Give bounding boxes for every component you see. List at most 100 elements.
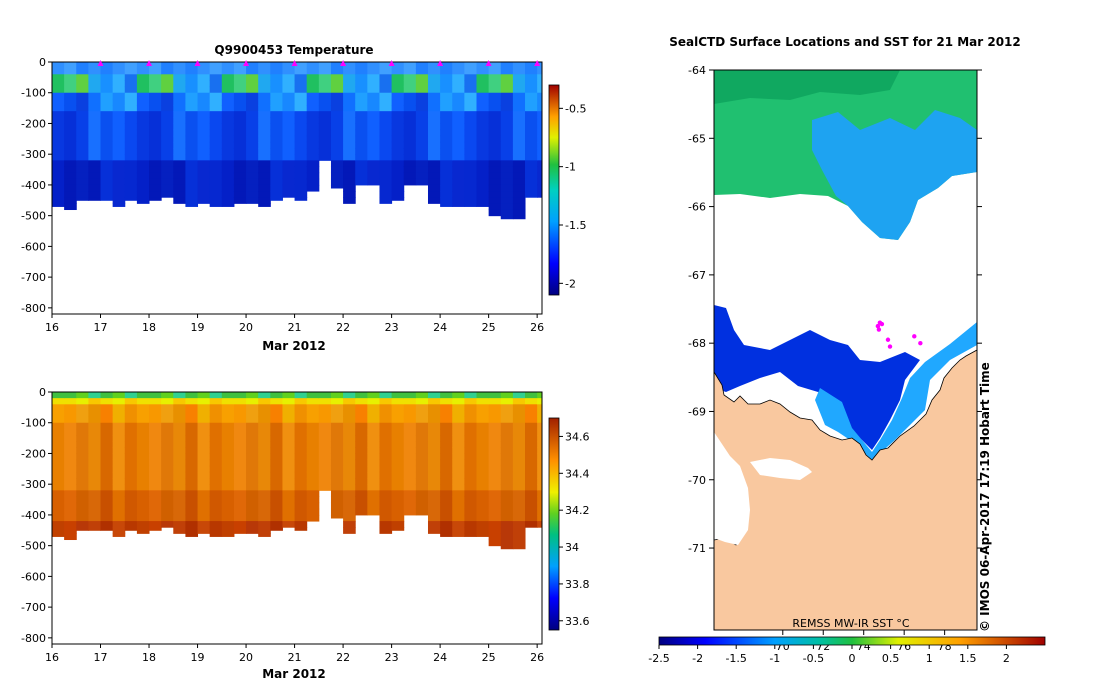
profile-cell bbox=[282, 74, 296, 81]
profile-cell bbox=[233, 80, 247, 88]
profile-cell bbox=[149, 392, 162, 399]
profile-cell bbox=[233, 508, 247, 516]
profile-cell bbox=[173, 484, 186, 491]
profile-cell bbox=[476, 392, 490, 399]
profile-cell bbox=[270, 447, 283, 454]
profile-cell bbox=[52, 428, 65, 436]
profile-cell bbox=[270, 166, 283, 174]
profile-cell bbox=[64, 68, 77, 75]
profile-cell bbox=[136, 416, 150, 424]
profile-cell bbox=[367, 416, 380, 424]
profile-cell bbox=[64, 197, 77, 204]
profile-cell bbox=[318, 111, 332, 118]
sst-colorbar-tick-label: 1.5 bbox=[959, 652, 977, 665]
profile-cell bbox=[452, 496, 465, 504]
profile-cell bbox=[330, 154, 344, 161]
profile-cell bbox=[112, 141, 126, 149]
profile-cell bbox=[64, 111, 77, 118]
profile-cell bbox=[476, 422, 490, 430]
seal-location-point bbox=[885, 337, 891, 342]
profile-cell bbox=[440, 191, 453, 198]
profile-cell bbox=[294, 123, 308, 131]
profile-cell bbox=[185, 527, 199, 534]
x-tick-label: 25 bbox=[482, 651, 496, 664]
profile-cell bbox=[440, 508, 453, 516]
profile-cell bbox=[379, 428, 393, 436]
profile-cell bbox=[221, 68, 235, 75]
profile-cell bbox=[136, 447, 150, 454]
profile-cell bbox=[246, 178, 259, 186]
profile-cell bbox=[403, 496, 417, 504]
profile-cell bbox=[270, 68, 283, 75]
profile-cell bbox=[258, 471, 271, 479]
profile-cell bbox=[488, 166, 502, 174]
profile-cell bbox=[367, 490, 380, 497]
profile-cell bbox=[52, 416, 65, 424]
profile-cell bbox=[294, 141, 308, 149]
profile-cell bbox=[258, 172, 271, 180]
profile-cell bbox=[476, 154, 490, 161]
profile-cell bbox=[330, 184, 344, 189]
profile-cell bbox=[221, 160, 235, 167]
profile-cell bbox=[476, 123, 490, 131]
profile-cell bbox=[64, 410, 77, 418]
profile-cell bbox=[464, 416, 478, 424]
profile-cell bbox=[270, 117, 283, 124]
profile-cell bbox=[427, 166, 441, 174]
profile-cell bbox=[343, 398, 356, 405]
profile-cell bbox=[64, 533, 77, 541]
profile-cell bbox=[100, 521, 114, 528]
profile-cell bbox=[525, 160, 538, 167]
profile-cell bbox=[136, 398, 150, 405]
profile-cell bbox=[149, 404, 162, 411]
profile-cell bbox=[161, 428, 174, 436]
profile-cell bbox=[391, 508, 405, 516]
profile-cell bbox=[440, 166, 453, 174]
profile-cell bbox=[112, 160, 126, 167]
profile-cell bbox=[427, 459, 441, 467]
map-y-axis: -64-65-66-67-68-69-70-71 bbox=[688, 64, 982, 555]
profile-cell bbox=[221, 123, 235, 131]
y-tick-label: -300 bbox=[21, 148, 46, 161]
profile-cell bbox=[124, 105, 138, 112]
profile-cell bbox=[427, 191, 441, 198]
profile-cell bbox=[209, 521, 223, 528]
profile-cell bbox=[500, 435, 514, 442]
profile-cell bbox=[185, 484, 199, 491]
profile-cell bbox=[294, 521, 308, 528]
profile-cell bbox=[270, 123, 283, 131]
profile-cell bbox=[246, 123, 259, 131]
profile-cell bbox=[258, 129, 271, 137]
profile-cell bbox=[367, 465, 380, 473]
profile-cell bbox=[197, 129, 211, 137]
profile-cell bbox=[233, 141, 247, 149]
profile-cell bbox=[355, 154, 368, 161]
y-tick-label: -100 bbox=[21, 87, 46, 100]
profile-cell bbox=[149, 154, 162, 161]
profile-cell bbox=[343, 484, 356, 491]
profile-cell bbox=[294, 416, 308, 424]
profile-cell bbox=[306, 92, 320, 100]
profile-cell bbox=[476, 148, 490, 155]
profile-cell bbox=[233, 178, 247, 186]
profile-cell bbox=[161, 123, 174, 131]
profile-cell bbox=[112, 533, 126, 537]
seal-location-point bbox=[912, 334, 917, 339]
profile-cell bbox=[233, 496, 247, 504]
profile-cell bbox=[52, 392, 65, 399]
profile-cell bbox=[500, 398, 514, 405]
profile-cell bbox=[88, 148, 102, 155]
profile-cell bbox=[124, 191, 138, 198]
profile-cell bbox=[367, 410, 380, 418]
profile-cell bbox=[270, 191, 283, 198]
profile-cell bbox=[221, 428, 235, 436]
profile-cell bbox=[197, 453, 211, 461]
profile-cell bbox=[197, 98, 211, 106]
profile-cell bbox=[500, 514, 514, 522]
profile-cell bbox=[282, 514, 296, 522]
profile-cell bbox=[476, 404, 490, 411]
profile-cell bbox=[306, 68, 320, 75]
profile-cell bbox=[452, 86, 465, 94]
profile-cell bbox=[476, 80, 490, 88]
profile-cell bbox=[476, 184, 490, 192]
